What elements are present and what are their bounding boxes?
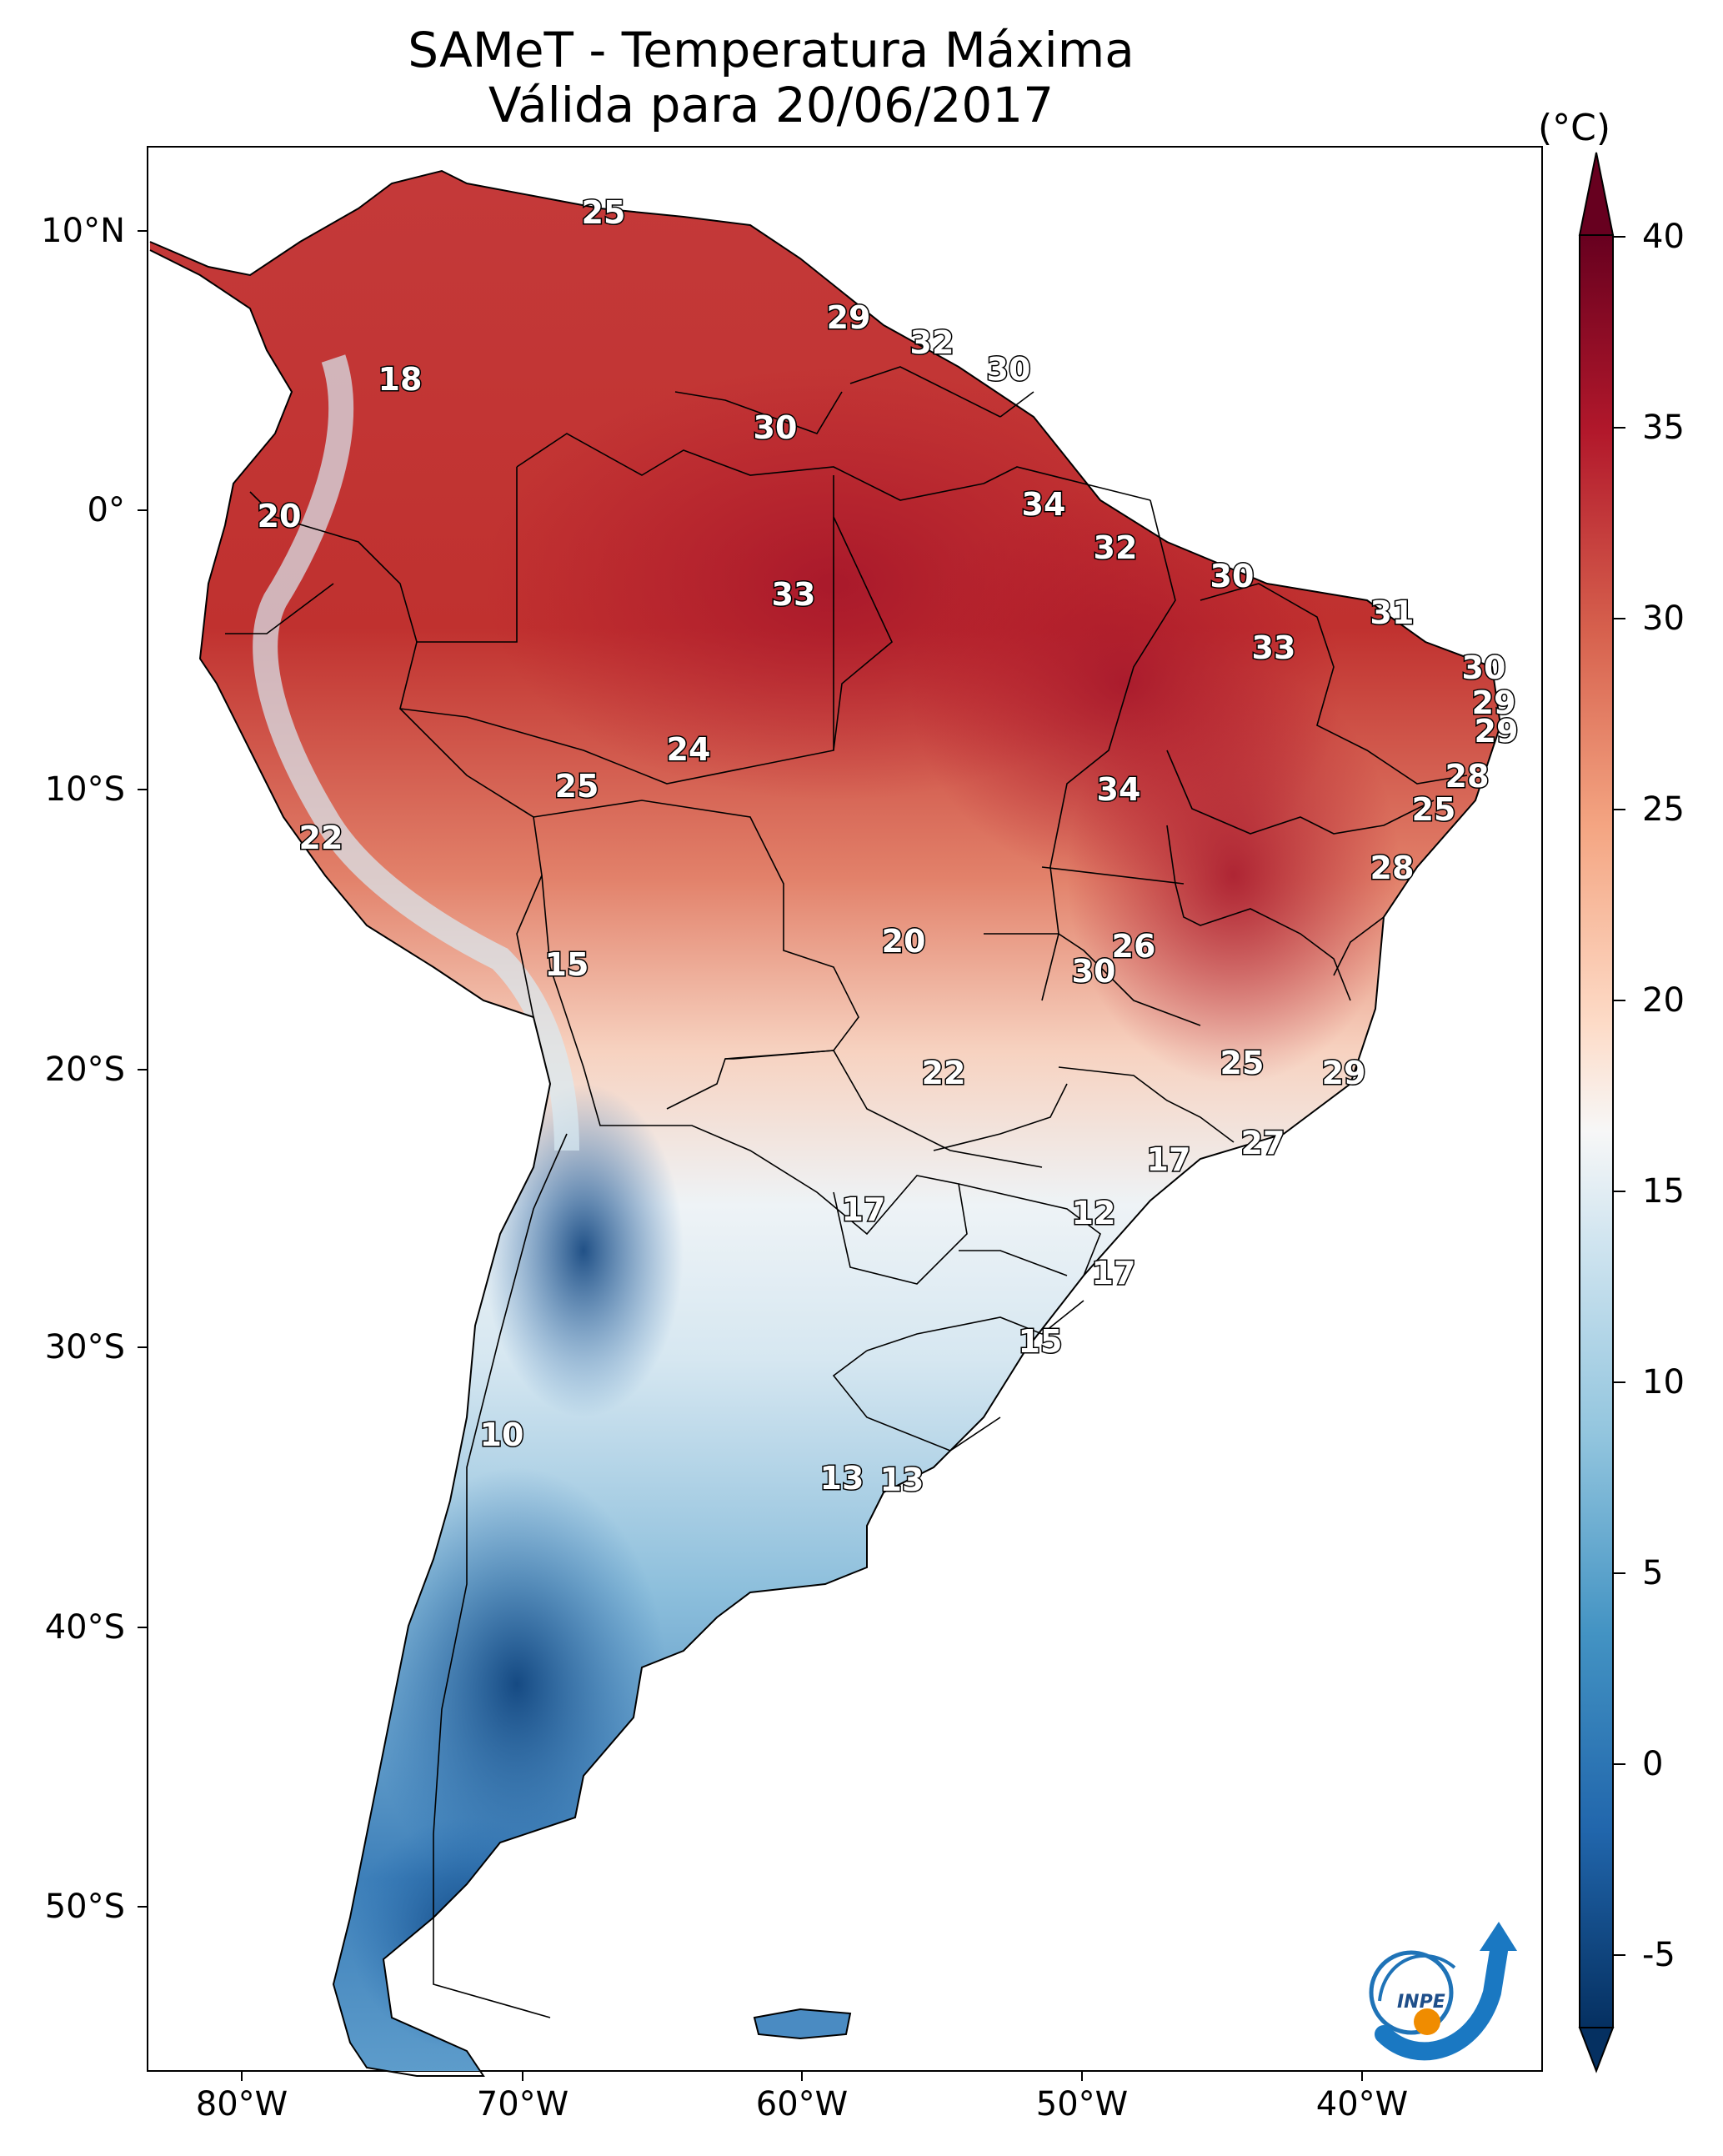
map-value-label: 30	[1210, 558, 1255, 594]
map-value-label: 27	[1241, 1125, 1285, 1161]
map-value-label: 17	[1147, 1141, 1191, 1178]
map-value-label: 17	[842, 1191, 886, 1228]
lon-label: 80°W	[195, 2085, 288, 2123]
map-value-label: 25	[1220, 1045, 1265, 1081]
map-value-label: 31	[1370, 594, 1415, 631]
svg-text:INPE: INPE	[1397, 1992, 1445, 2013]
map-value-label: 34	[1097, 771, 1141, 808]
map-value-label: 20	[882, 923, 926, 960]
map-value-label: 32	[910, 324, 954, 361]
axis-ticks	[138, 230, 1363, 2081]
colorbar	[1578, 152, 1625, 2073]
map-value-label: 10	[480, 1416, 524, 1453]
map-value-label: 28	[1370, 850, 1415, 886]
map-value-label: 22	[922, 1055, 966, 1091]
coastline	[149, 169, 1502, 2077]
map-value-label: 28	[1445, 758, 1490, 795]
colorbar-tick-label: 5	[1642, 1554, 1664, 1592]
colorbar-unit: (°C)	[1538, 107, 1611, 149]
map-value-label: 33	[1252, 629, 1296, 666]
map-title: SAMeT - Temperatura Máxima	[408, 22, 1134, 78]
lat-label: 0°	[87, 491, 125, 529]
map-value-label: 34	[1022, 486, 1066, 523]
map-value-label: 12	[1072, 1195, 1116, 1231]
map-value-label: 29	[1472, 684, 1516, 721]
lon-label: 60°W	[755, 2085, 849, 2123]
lon-label: 40°W	[1315, 2085, 1409, 2123]
lon-label: 50°W	[1035, 2085, 1129, 2123]
map-value-label: 13	[820, 1460, 864, 1497]
lat-label: 40°S	[44, 1608, 125, 1647]
colorbar-tick-label: 40	[1642, 218, 1685, 256]
map-value-label: 15	[1019, 1323, 1063, 1360]
map-value-label: 15	[545, 946, 589, 983]
map-value-label: 24	[667, 731, 711, 768]
map-value-label: 26	[1112, 928, 1156, 965]
map-value-label: 25	[1412, 791, 1456, 828]
colorbar-tick-label: 15	[1642, 1172, 1685, 1211]
map-value-label: 20	[258, 498, 302, 534]
falkland-islands	[753, 2008, 852, 2040]
colorbar-tick-label: 10	[1642, 1363, 1685, 1401]
map-value-labels: 25 29 32 30 18 30 20 34 32 33 30 31 33 3…	[256, 193, 1520, 1500]
map-value-label: 29	[827, 299, 871, 336]
lat-label: 10°S	[44, 770, 125, 809]
colorbar-tick-label: 0	[1642, 1745, 1664, 1783]
lat-label: 10°N	[41, 212, 125, 250]
lat-label: 50°S	[44, 1888, 125, 1926]
lat-label: 30°S	[44, 1328, 125, 1366]
map-value-label: 30	[987, 351, 1031, 388]
map-value-label: 18	[378, 361, 423, 398]
map-value-label: 30	[754, 409, 798, 446]
colorbar-tick-label: 35	[1642, 409, 1685, 447]
map-value-label: 29	[1475, 713, 1519, 750]
map-value-label: 30	[1462, 649, 1506, 686]
lat-label: 20°S	[44, 1050, 125, 1089]
map-value-label: 17	[1092, 1255, 1136, 1291]
map-value-label: 30	[1072, 953, 1116, 990]
map-value-label: 25	[555, 768, 599, 805]
map-value-label: 32	[1094, 529, 1138, 566]
map-subtitle: Válida para 20/06/2017	[488, 77, 1054, 133]
map-value-label: 33	[772, 576, 816, 613]
colorbar-tick-label: 30	[1642, 599, 1685, 638]
map-value-label: 29	[1322, 1055, 1366, 1091]
map-value-label: 25	[582, 194, 626, 231]
lon-label: 70°W	[476, 2085, 569, 2123]
colorbar-tick-label: 25	[1642, 790, 1685, 829]
colorbar-tick-label: -5	[1642, 1936, 1675, 1974]
colorbar-tick-label: 20	[1642, 981, 1685, 1020]
inpe-logo-icon: INPE	[1369, 1922, 1517, 2061]
map-value-label: 22	[299, 820, 343, 856]
map-value-label: 13	[880, 1462, 924, 1498]
country-borders	[225, 366, 1468, 2018]
